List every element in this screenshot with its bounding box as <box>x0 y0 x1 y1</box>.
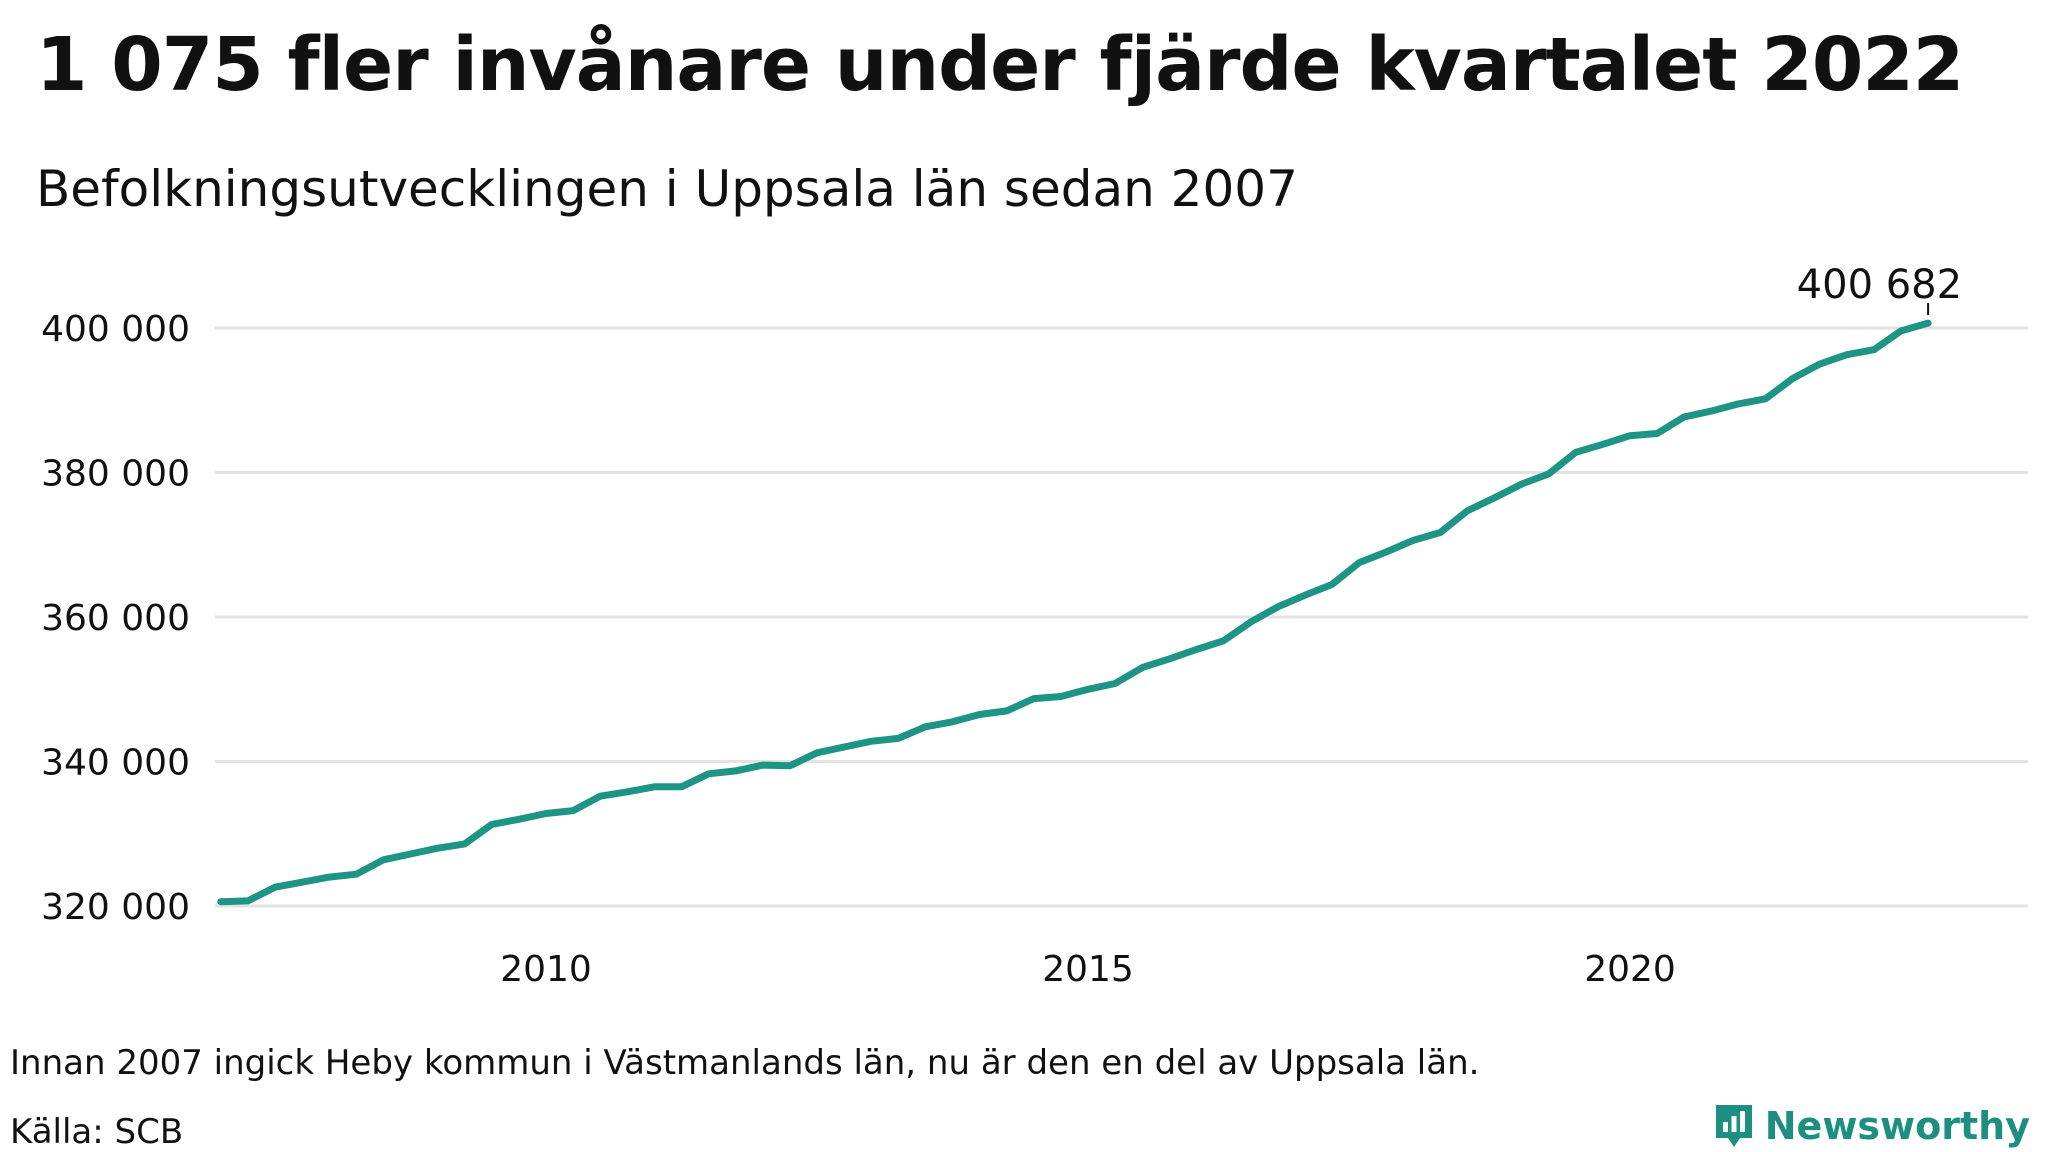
x-tick-label: 2015 <box>1042 949 1134 990</box>
x-tick-label: 2010 <box>500 949 592 990</box>
y-tick-label: 380 000 <box>41 454 190 495</box>
annotation-group: 400 682 <box>1797 262 1962 316</box>
source-label: Källa: SCB <box>10 1112 184 1152</box>
brand-name: Newsworthy <box>1764 1104 2030 1148</box>
footnote: Innan 2007 ingick Heby kommun i Västmanl… <box>10 1043 1480 1083</box>
series-group <box>217 319 1932 906</box>
chart-subtitle: Befolkningsutvecklingen i Uppsala län se… <box>36 160 1298 218</box>
brand-logo: Newsworthy <box>1713 1102 2030 1150</box>
series-line <box>217 319 1932 906</box>
y-tick-label: 320 000 <box>41 887 190 928</box>
y-tick-label: 360 000 <box>41 598 190 639</box>
line-chart: 320 000 340 000 360 000 380 000 400 000 2010… <box>41 262 2028 990</box>
y-tick-label: 400 000 <box>41 309 190 350</box>
end-value-label: 400 682 <box>1797 262 1962 308</box>
bar-chart-icon <box>1715 1105 1752 1147</box>
x-tick-label: 2020 <box>1584 949 1676 990</box>
y-axis-tick-labels: 320 000 340 000 360 000 380 000 400 000 <box>41 309 190 928</box>
gridlines <box>215 326 2028 908</box>
chart-title: 1 075 fler invånare under fjärde kvartal… <box>36 22 1964 108</box>
y-tick-label: 340 000 <box>41 743 190 784</box>
x-axis-tick-labels: 2010 2015 2020 <box>500 949 1676 990</box>
